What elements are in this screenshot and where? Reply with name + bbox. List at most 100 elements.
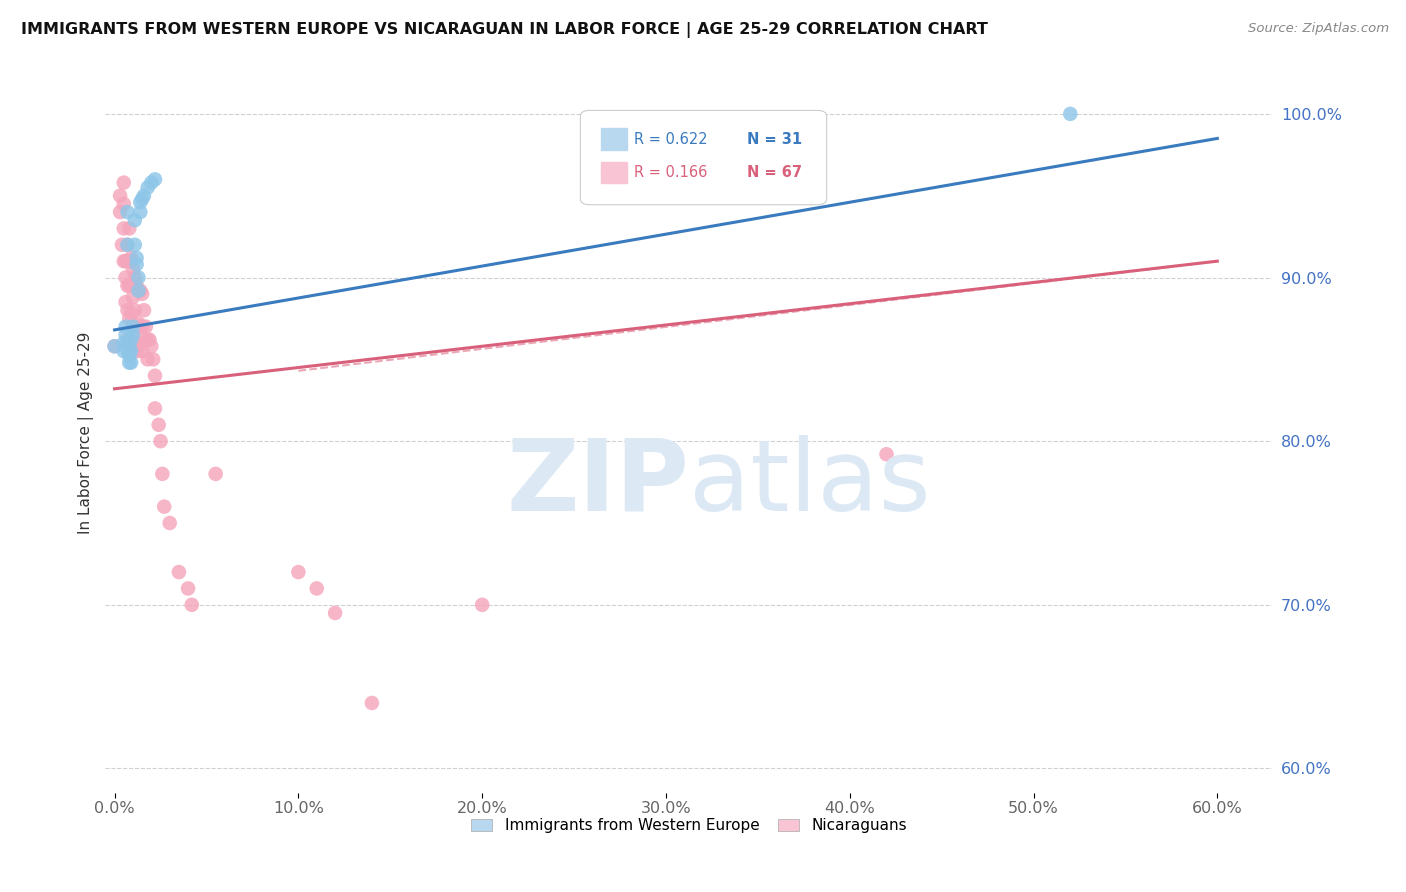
Point: [114, 270, 136, 285]
Point: [136, 180, 159, 194]
Point: [120, 344, 142, 359]
Point: [876, 447, 898, 461]
Point: [118, 339, 141, 353]
Point: [143, 172, 166, 186]
Point: [122, 344, 145, 359]
Point: [125, 278, 148, 293]
Point: [122, 262, 145, 277]
Point: [112, 344, 135, 359]
Point: [108, 205, 131, 219]
Text: Source: ZipAtlas.com: Source: ZipAtlas.com: [1249, 22, 1389, 36]
Point: [141, 176, 163, 190]
Point: [127, 339, 149, 353]
Text: N = 31: N = 31: [747, 132, 803, 146]
Point: [127, 316, 149, 330]
Point: [135, 319, 157, 334]
Point: [114, 319, 136, 334]
Bar: [602, 161, 627, 183]
Point: [112, 197, 135, 211]
Point: [111, 237, 134, 252]
Point: [114, 254, 136, 268]
Point: [148, 417, 170, 432]
Point: [120, 278, 142, 293]
Point: [103, 339, 125, 353]
Point: [131, 344, 153, 359]
Point: [159, 516, 181, 530]
Point: [127, 284, 149, 298]
Point: [125, 257, 148, 271]
Point: [118, 356, 141, 370]
Bar: [602, 128, 627, 150]
Point: [114, 295, 136, 310]
Point: [114, 327, 136, 342]
Point: [129, 284, 152, 298]
Point: [124, 213, 146, 227]
Point: [131, 286, 153, 301]
Text: R = 0.622: R = 0.622: [634, 132, 707, 146]
Point: [117, 336, 139, 351]
Point: [103, 339, 125, 353]
Text: ZIP: ZIP: [506, 435, 689, 532]
Point: [120, 356, 142, 370]
Point: [141, 339, 163, 353]
FancyBboxPatch shape: [581, 111, 827, 205]
Point: [120, 333, 142, 347]
Point: [167, 565, 190, 579]
Point: [124, 333, 146, 347]
Point: [142, 352, 165, 367]
Point: [471, 598, 494, 612]
Point: [112, 176, 135, 190]
Point: [122, 319, 145, 334]
Point: [117, 254, 139, 268]
Point: [124, 237, 146, 252]
Point: [1059, 107, 1081, 121]
Text: N = 67: N = 67: [747, 165, 803, 180]
Point: [125, 251, 148, 265]
Point: [112, 221, 135, 235]
Point: [150, 467, 173, 481]
Point: [132, 188, 155, 202]
Legend: Immigrants from Western Europe, Nicaraguans: Immigrants from Western Europe, Nicaragu…: [465, 812, 912, 839]
Point: [118, 311, 141, 326]
Point: [117, 343, 139, 357]
Point: [129, 319, 152, 334]
Point: [112, 254, 135, 268]
Point: [118, 221, 141, 235]
Point: [120, 336, 142, 351]
Point: [138, 333, 160, 347]
Point: [120, 306, 142, 320]
Point: [287, 565, 309, 579]
Point: [122, 290, 145, 304]
Point: [117, 333, 139, 347]
Point: [118, 349, 141, 363]
Point: [177, 582, 200, 596]
Point: [131, 319, 153, 334]
Point: [180, 598, 202, 612]
Point: [127, 284, 149, 298]
Point: [153, 500, 176, 514]
Point: [129, 195, 152, 210]
Point: [117, 237, 139, 252]
Text: IMMIGRANTS FROM WESTERN EUROPE VS NICARAGUAN IN LABOR FORCE | AGE 25-29 CORRELAT: IMMIGRANTS FROM WESTERN EUROPE VS NICARA…: [21, 22, 988, 38]
Point: [149, 434, 172, 449]
Point: [360, 696, 382, 710]
Point: [120, 251, 142, 265]
Text: R = 0.166: R = 0.166: [634, 165, 707, 180]
Point: [127, 270, 149, 285]
Point: [125, 319, 148, 334]
Point: [143, 368, 166, 383]
Text: atlas: atlas: [689, 435, 931, 532]
Point: [136, 352, 159, 367]
Point: [131, 192, 153, 206]
Point: [117, 278, 139, 293]
Point: [124, 303, 146, 318]
Point: [117, 205, 139, 219]
Point: [118, 278, 141, 293]
Point: [117, 237, 139, 252]
Point: [112, 336, 135, 351]
Point: [132, 333, 155, 347]
Point: [124, 270, 146, 285]
Point: [323, 606, 346, 620]
Point: [125, 344, 148, 359]
Point: [118, 254, 141, 268]
